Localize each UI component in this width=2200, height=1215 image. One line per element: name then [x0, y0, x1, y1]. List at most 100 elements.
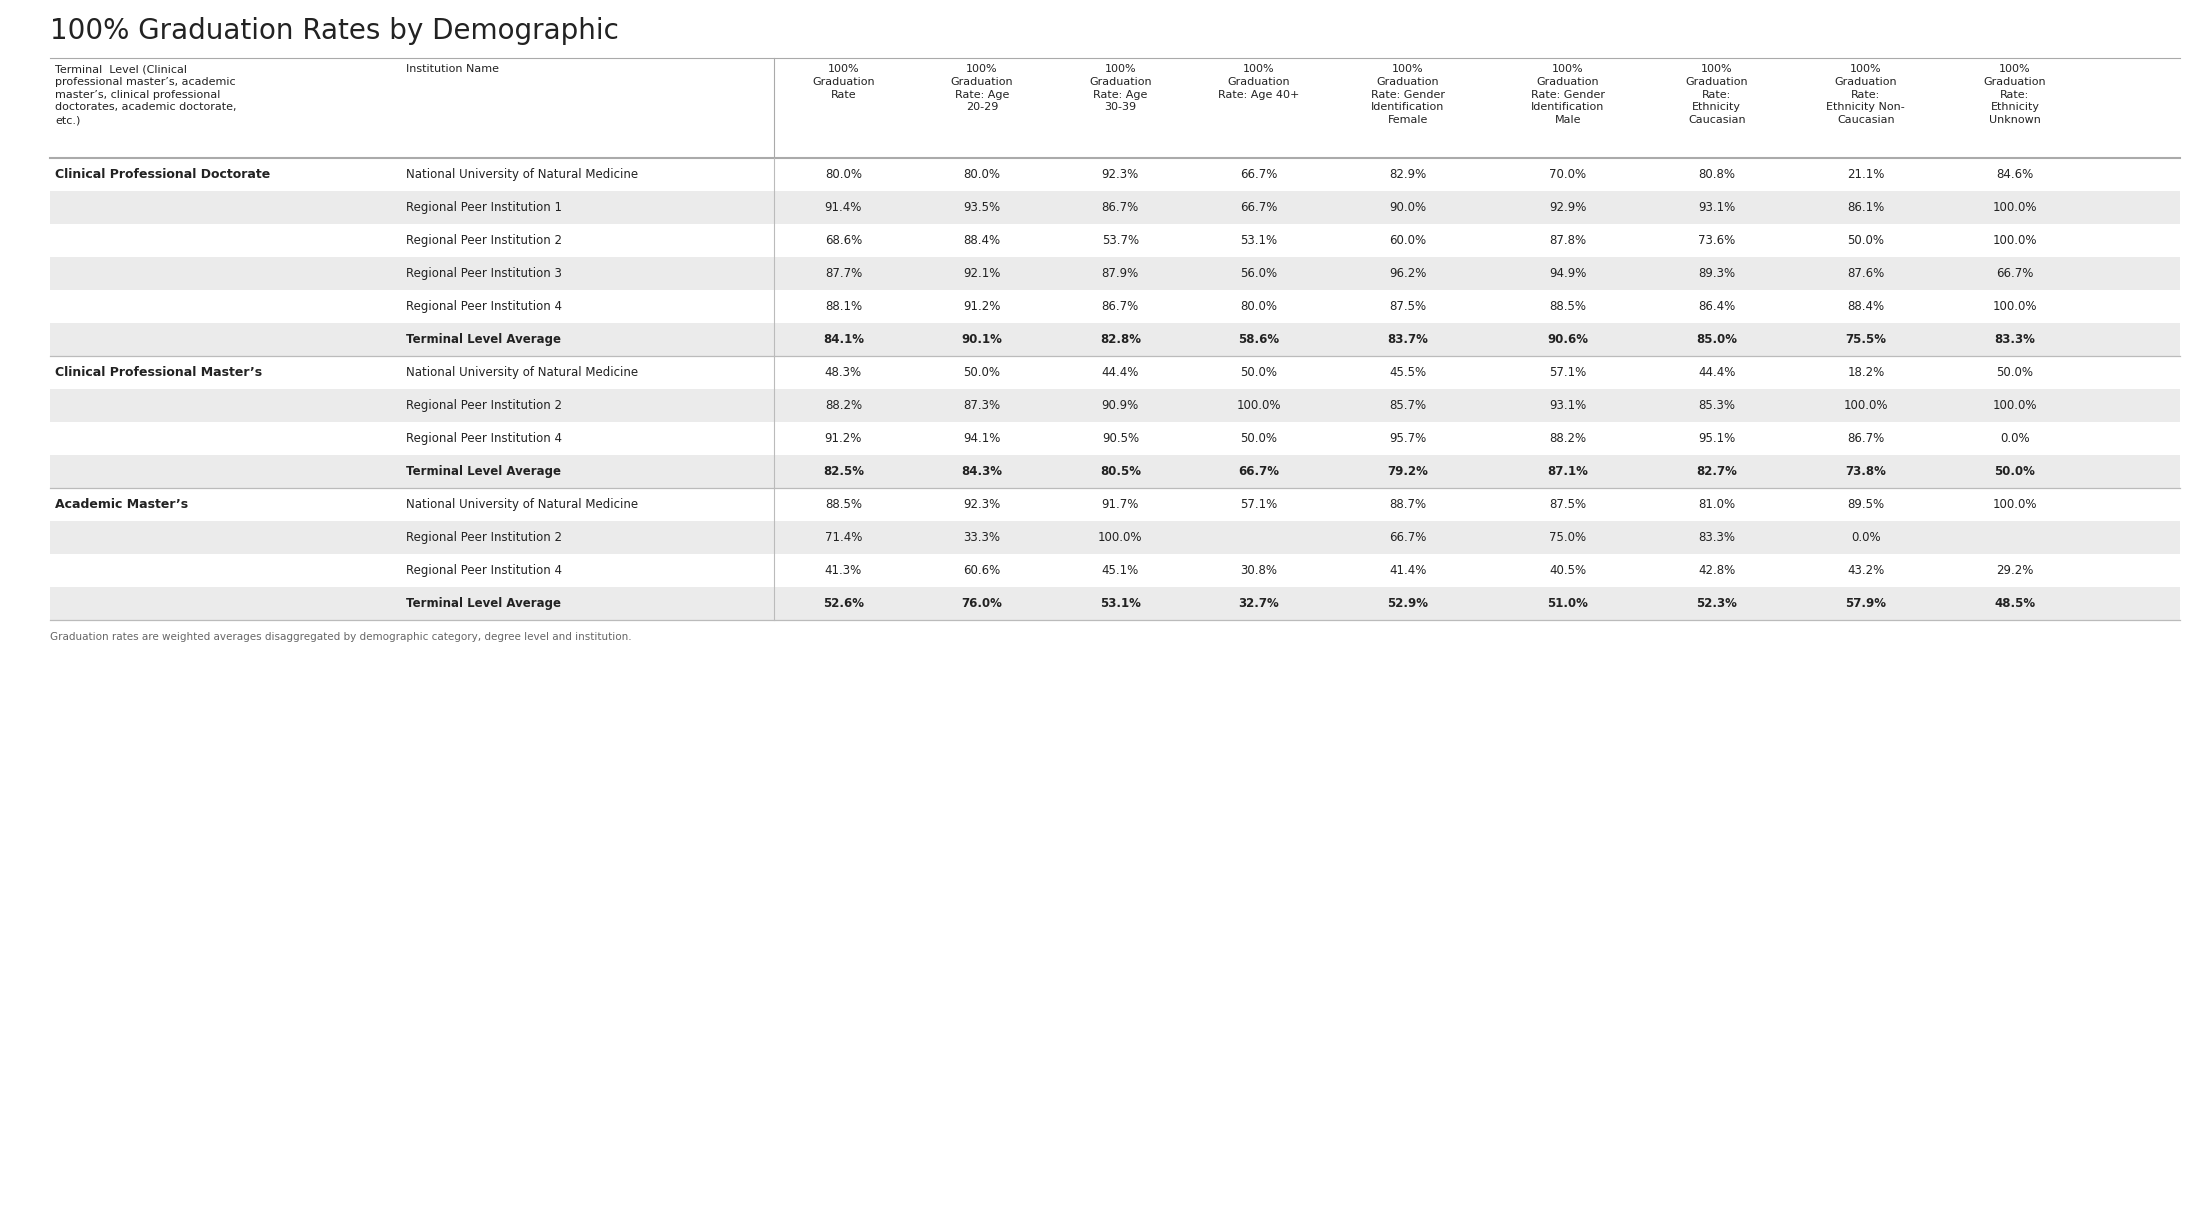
- Text: 76.0%: 76.0%: [961, 597, 1003, 610]
- Text: 80.5%: 80.5%: [1100, 465, 1142, 477]
- Text: 100%
Graduation
Rate:
Ethnicity Non-
Caucasian: 100% Graduation Rate: Ethnicity Non- Cau…: [1826, 64, 1905, 125]
- Text: 86.7%: 86.7%: [1102, 200, 1140, 214]
- Text: 100%
Graduation
Rate: Gender
Identification
Female: 100% Graduation Rate: Gender Identificat…: [1371, 64, 1445, 125]
- Text: 100%
Graduation
Rate:
Ethnicity
Caucasian: 100% Graduation Rate: Ethnicity Caucasia…: [1685, 64, 1749, 125]
- Bar: [51, 191, 2180, 224]
- Text: 100%
Graduation
Rate: Age
30-39: 100% Graduation Rate: Age 30-39: [1089, 64, 1151, 113]
- Text: 91.7%: 91.7%: [1102, 498, 1140, 512]
- Text: 79.2%: 79.2%: [1388, 465, 1428, 477]
- Text: 100.0%: 100.0%: [1993, 399, 2037, 412]
- Text: 52.9%: 52.9%: [1388, 597, 1428, 610]
- Text: 70.0%: 70.0%: [1549, 168, 1586, 181]
- Bar: [51, 422, 2180, 454]
- Text: 33.3%: 33.3%: [964, 531, 1001, 544]
- Text: Regional Peer Institution 2: Regional Peer Institution 2: [407, 234, 563, 247]
- Text: 100% Graduation Rates by Demographic: 100% Graduation Rates by Demographic: [51, 17, 618, 45]
- Text: 41.4%: 41.4%: [1388, 564, 1426, 577]
- Text: 100%
Graduation
Rate: Gender
Identification
Male: 100% Graduation Rate: Gender Identificat…: [1531, 64, 1604, 125]
- Text: 44.4%: 44.4%: [1102, 366, 1140, 379]
- Text: 57.1%: 57.1%: [1549, 366, 1586, 379]
- Text: 86.7%: 86.7%: [1848, 433, 1885, 445]
- Text: 90.5%: 90.5%: [1102, 433, 1140, 445]
- Text: Regional Peer Institution 4: Regional Peer Institution 4: [407, 300, 563, 313]
- Text: Academic Master’s: Academic Master’s: [55, 498, 189, 512]
- Text: 87.9%: 87.9%: [1102, 267, 1140, 279]
- Text: Clinical Professional Master’s: Clinical Professional Master’s: [55, 366, 262, 379]
- Text: 82.8%: 82.8%: [1100, 333, 1142, 346]
- Text: 100.0%: 100.0%: [1993, 498, 2037, 512]
- Bar: [51, 521, 2180, 554]
- Text: 82.7%: 82.7%: [1696, 465, 1738, 477]
- Text: 100.0%: 100.0%: [1236, 399, 1280, 412]
- Text: 87.1%: 87.1%: [1547, 465, 1588, 477]
- Bar: [51, 224, 2180, 258]
- Text: 100.0%: 100.0%: [1993, 234, 2037, 247]
- Text: 96.2%: 96.2%: [1388, 267, 1426, 279]
- Text: 87.8%: 87.8%: [1549, 234, 1586, 247]
- Text: Regional Peer Institution 3: Regional Peer Institution 3: [407, 267, 563, 279]
- Text: 100.0%: 100.0%: [1993, 300, 2037, 313]
- Text: 0.0%: 0.0%: [2000, 433, 2031, 445]
- Bar: [51, 158, 2180, 191]
- Text: 88.7%: 88.7%: [1390, 498, 1426, 512]
- Text: 100.0%: 100.0%: [1844, 399, 1888, 412]
- Text: 0.0%: 0.0%: [1850, 531, 1881, 544]
- Text: 87.5%: 87.5%: [1549, 498, 1586, 512]
- Text: 91.2%: 91.2%: [825, 433, 862, 445]
- Text: 66.7%: 66.7%: [1388, 531, 1426, 544]
- Text: 93.1%: 93.1%: [1698, 200, 1736, 214]
- Text: 87.5%: 87.5%: [1390, 300, 1426, 313]
- Text: 80.0%: 80.0%: [964, 168, 1001, 181]
- Text: 53.1%: 53.1%: [1100, 597, 1142, 610]
- Text: Regional Peer Institution 2: Regional Peer Institution 2: [407, 399, 563, 412]
- Text: 50.0%: 50.0%: [964, 366, 1001, 379]
- Bar: [51, 258, 2180, 290]
- Text: 50.0%: 50.0%: [1241, 433, 1278, 445]
- Text: 100%
Graduation
Rate:
Ethnicity
Unknown: 100% Graduation Rate: Ethnicity Unknown: [1984, 64, 2046, 125]
- Text: 91.2%: 91.2%: [964, 300, 1001, 313]
- Text: 21.1%: 21.1%: [1848, 168, 1885, 181]
- Text: 90.1%: 90.1%: [961, 333, 1003, 346]
- Text: National University of Natural Medicine: National University of Natural Medicine: [407, 498, 638, 512]
- Text: Terminal Level Average: Terminal Level Average: [407, 465, 561, 477]
- Text: 88.5%: 88.5%: [825, 498, 862, 512]
- Text: 84.1%: 84.1%: [823, 333, 865, 346]
- Text: 88.4%: 88.4%: [1848, 300, 1885, 313]
- Text: 85.0%: 85.0%: [1696, 333, 1738, 346]
- Text: 80.8%: 80.8%: [1698, 168, 1736, 181]
- Text: 52.6%: 52.6%: [823, 597, 865, 610]
- Text: 100%
Graduation
Rate: 100% Graduation Rate: [812, 64, 876, 100]
- Text: 45.5%: 45.5%: [1390, 366, 1426, 379]
- Text: 60.0%: 60.0%: [1390, 234, 1426, 247]
- Text: 66.7%: 66.7%: [1995, 267, 2033, 279]
- Text: 86.4%: 86.4%: [1698, 300, 1736, 313]
- Text: 42.8%: 42.8%: [1698, 564, 1736, 577]
- Text: 48.5%: 48.5%: [1995, 597, 2035, 610]
- Text: 90.6%: 90.6%: [1547, 333, 1588, 346]
- Text: 66.7%: 66.7%: [1241, 200, 1278, 214]
- Text: 82.9%: 82.9%: [1388, 168, 1426, 181]
- Text: Regional Peer Institution 4: Regional Peer Institution 4: [407, 433, 563, 445]
- Text: 84.3%: 84.3%: [961, 465, 1003, 477]
- Text: 50.0%: 50.0%: [1241, 366, 1278, 379]
- Text: Regional Peer Institution 4: Regional Peer Institution 4: [407, 564, 563, 577]
- Text: 52.3%: 52.3%: [1696, 597, 1738, 610]
- Text: 18.2%: 18.2%: [1848, 366, 1885, 379]
- Text: 41.3%: 41.3%: [825, 564, 862, 577]
- Text: 45.1%: 45.1%: [1102, 564, 1140, 577]
- Text: 80.0%: 80.0%: [1241, 300, 1278, 313]
- Text: 93.1%: 93.1%: [1549, 399, 1586, 412]
- Text: Terminal Level Average: Terminal Level Average: [407, 597, 561, 610]
- Text: National University of Natural Medicine: National University of Natural Medicine: [407, 366, 638, 379]
- Text: 68.6%: 68.6%: [825, 234, 862, 247]
- Text: 58.6%: 58.6%: [1239, 333, 1280, 346]
- Text: Clinical Professional Doctorate: Clinical Professional Doctorate: [55, 168, 271, 181]
- Text: 51.0%: 51.0%: [1547, 597, 1588, 610]
- Text: Regional Peer Institution 2: Regional Peer Institution 2: [407, 531, 563, 544]
- Text: 100.0%: 100.0%: [1993, 200, 2037, 214]
- Text: 87.3%: 87.3%: [964, 399, 1001, 412]
- Text: National University of Natural Medicine: National University of Natural Medicine: [407, 168, 638, 181]
- Text: 75.0%: 75.0%: [1549, 531, 1586, 544]
- Text: 75.5%: 75.5%: [1846, 333, 1885, 346]
- Text: 71.4%: 71.4%: [825, 531, 862, 544]
